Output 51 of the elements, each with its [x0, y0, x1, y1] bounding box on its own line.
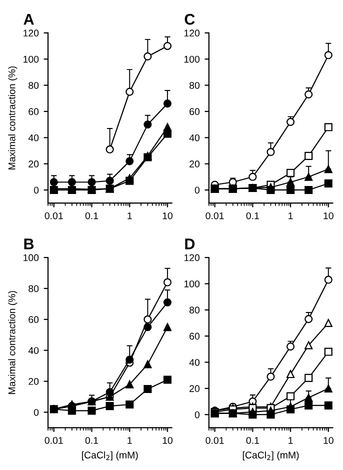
y-tick-label: 0 [34, 408, 39, 416]
x-tick-label: 0.1 [85, 436, 98, 444]
x-tick-label: 0.01 [44, 212, 63, 220]
y-tick-label: 80 [28, 82, 39, 89]
y-tick-label: 40 [28, 347, 39, 354]
y-tick-label: 80 [28, 285, 39, 292]
y-tick-label: 120 [184, 30, 200, 37]
y-tick-label: 40 [189, 134, 200, 142]
y-tick-label: 120 [184, 254, 200, 262]
x-tick-label: 10 [162, 436, 173, 444]
x-tick-label: 0.01 [44, 436, 63, 444]
y-tick-label: 40 [189, 358, 200, 366]
x-tick-label: 0.1 [246, 436, 259, 444]
y-tick-label: 100 [24, 56, 39, 63]
y-tick-label: 20 [28, 160, 39, 168]
x-tick-label: 0.1 [85, 212, 98, 220]
y-tick-label: 20 [190, 160, 200, 168]
y-tick-label: 60 [28, 108, 39, 116]
y-tick-label: 60 [190, 332, 200, 340]
x-tick-label: 10 [324, 436, 334, 444]
x-tick-label: 0.01 [206, 212, 224, 220]
x-tick-label: 0.1 [246, 212, 259, 220]
y-axis-title: Maximal contraction (%) [8, 66, 18, 170]
y-tick-label: 80 [190, 306, 200, 314]
y-tick-label: 0 [194, 186, 200, 194]
x-tick-label: 10 [162, 212, 173, 220]
chart-title: D [185, 238, 195, 250]
chart-title: A [24, 14, 34, 25]
x-tick-label: 1 [128, 437, 132, 444]
y-tick-label: 80 [190, 82, 200, 89]
y-tick-label: 0 [194, 411, 200, 418]
y-tick-label: 60 [190, 108, 200, 116]
y-tick-label: 100 [24, 254, 39, 262]
x-tick-label: 1 [288, 437, 293, 444]
y-tick-label: 40 [28, 134, 39, 142]
x-tick-label: 0.01 [206, 436, 224, 444]
y-tick-label: 20 [190, 385, 200, 392]
chart-title: C [184, 14, 195, 25]
y-tick-label: 100 [184, 56, 200, 63]
x-axis-title: [CaCl$_{2}$] (mM) [82, 451, 138, 460]
y-axis-title: Maximal contraction (%) [8, 291, 18, 394]
x-tick-label: 1 [128, 212, 132, 220]
x-tick-label: 10 [324, 212, 334, 220]
y-tick-label: 60 [28, 316, 39, 324]
y-tick-label: 100 [184, 280, 200, 288]
x-tick-label: 1 [288, 212, 293, 220]
chart-title: B [24, 238, 34, 250]
y-tick-label: 0 [34, 186, 39, 194]
y-tick-label: 120 [24, 30, 39, 37]
x-axis-title: [CaCl$_{2}$] (mM) [242, 451, 299, 460]
y-tick-label: 20 [28, 378, 39, 385]
